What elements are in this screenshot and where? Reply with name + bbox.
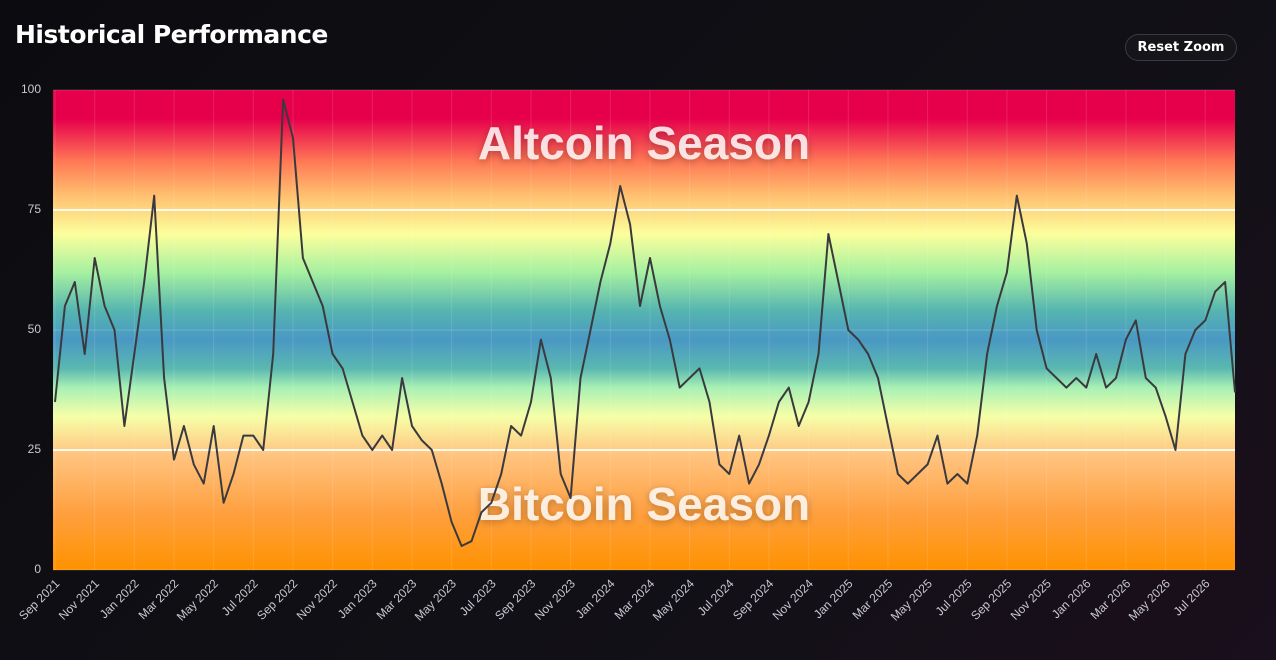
series-line [54,98,1236,547]
x-tick-label: May 2022 [174,576,221,623]
y-tick-label: 75 [28,202,42,216]
y-tick-label: 0 [34,562,41,576]
x-tick-label: Jul 2026 [1171,576,1213,618]
y-tick-label: 100 [21,82,41,96]
annotation: Altcoin Season [478,117,810,169]
x-tick-label: Sep 2022 [254,576,300,622]
x-tick-label: May 2023 [412,576,459,623]
x-tick-label: Sep 2021 [16,576,62,622]
x-tick-label: Jan 2024 [573,576,618,621]
x-tick-label: Nov 2021 [56,576,102,622]
x-tick-label: Sep 2023 [492,576,538,622]
title: Historical Performance [15,20,328,49]
x-tick-label: Nov 2023 [532,576,578,622]
y-tick-label: 25 [28,442,42,456]
x-tick-label: Sep 2025 [968,576,1014,622]
x-tick-label: Sep 2024 [730,576,776,622]
annotation: Bitcoin Season [478,478,810,530]
x-tick-label: May 2024 [650,576,697,623]
reset-zoom-button[interactable]: Reset Zoom [1125,34,1237,61]
x-tick-label: Nov 2024 [770,576,816,622]
plot-background [53,90,1235,570]
y-tick-label: 50 [28,322,42,336]
x-tick-label: Jan 2025 [811,576,856,621]
x-tick-label: Jan 2026 [1049,576,1094,621]
x-tick-label: Nov 2022 [294,576,340,622]
x-tick-label: May 2026 [1126,576,1173,623]
x-tick-label: May 2025 [888,576,935,623]
x-tick-label: Nov 2025 [1008,576,1054,622]
x-tick-label: Jan 2023 [335,576,380,621]
x-tick-label: Jan 2022 [97,576,142,621]
